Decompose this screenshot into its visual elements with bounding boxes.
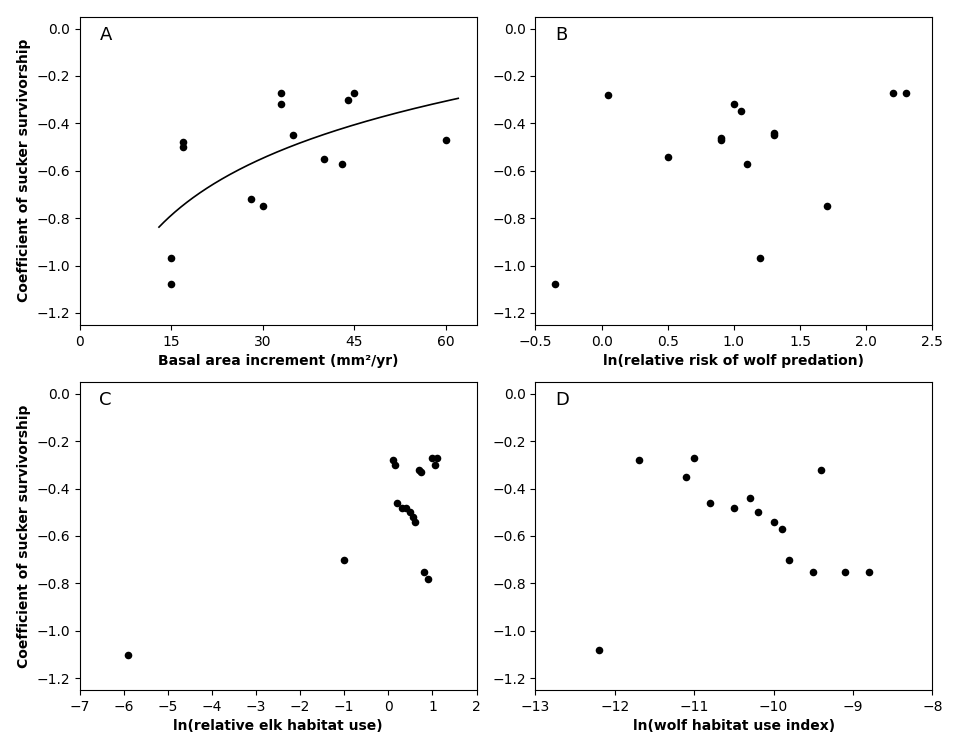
Point [255,200,271,212]
Point [837,566,852,578]
Point [402,506,418,518]
Point [703,496,718,508]
Text: A: A [100,26,111,44]
Point [424,452,440,464]
Point [885,86,900,98]
Point [861,566,876,578]
Point [429,452,444,464]
X-axis label: ln(relative elk habitat use): ln(relative elk habitat use) [173,719,383,734]
Point [819,200,834,212]
Point [726,98,741,110]
Point [439,134,454,146]
Point [739,158,755,170]
Point [766,127,781,139]
Y-axis label: Coefficient of sucker survivorship: Coefficient of sucker survivorship [16,404,31,668]
Point [405,511,420,523]
X-axis label: ln(wolf habitat use index): ln(wolf habitat use index) [633,719,835,734]
Point [398,502,414,514]
Point [726,502,741,514]
Point [805,566,821,578]
Point [412,464,427,476]
X-axis label: Basal area increment (mm²/yr): Basal area increment (mm²/yr) [157,354,398,368]
Point [341,94,356,106]
Point [243,194,258,206]
Point [591,644,607,656]
Point [337,554,352,566]
Point [766,516,781,528]
Point [334,158,349,170]
Point [601,89,616,101]
Point [766,129,781,141]
Point [427,459,443,471]
Point [750,506,765,518]
Point [774,523,789,535]
Text: C: C [100,392,112,410]
Point [120,649,135,661]
Point [416,566,431,578]
Point [899,86,914,98]
Point [163,278,179,290]
Point [316,153,331,165]
Point [660,151,676,163]
Point [813,464,828,476]
Text: D: D [555,392,569,410]
Point [679,471,694,483]
Point [176,141,191,153]
Point [407,516,422,528]
Point [390,496,405,508]
Point [385,454,400,466]
Point [347,86,362,98]
Y-axis label: Coefficient of sucker survivorship: Coefficient of sucker survivorship [16,39,31,302]
Point [713,131,729,143]
Point [420,573,436,585]
Point [163,253,179,265]
Point [394,502,409,514]
Point [176,136,191,148]
Point [732,106,748,118]
Point [742,492,757,504]
Point [547,278,563,290]
Point [631,454,646,466]
Point [274,86,289,98]
Point [781,554,797,566]
Point [753,253,768,265]
Point [686,452,702,464]
Point [286,129,301,141]
Point [387,459,402,471]
Text: B: B [555,26,567,44]
Point [414,466,429,478]
X-axis label: ln(relative risk of wolf predation): ln(relative risk of wolf predation) [604,354,864,368]
Point [713,134,729,146]
Point [274,98,289,110]
